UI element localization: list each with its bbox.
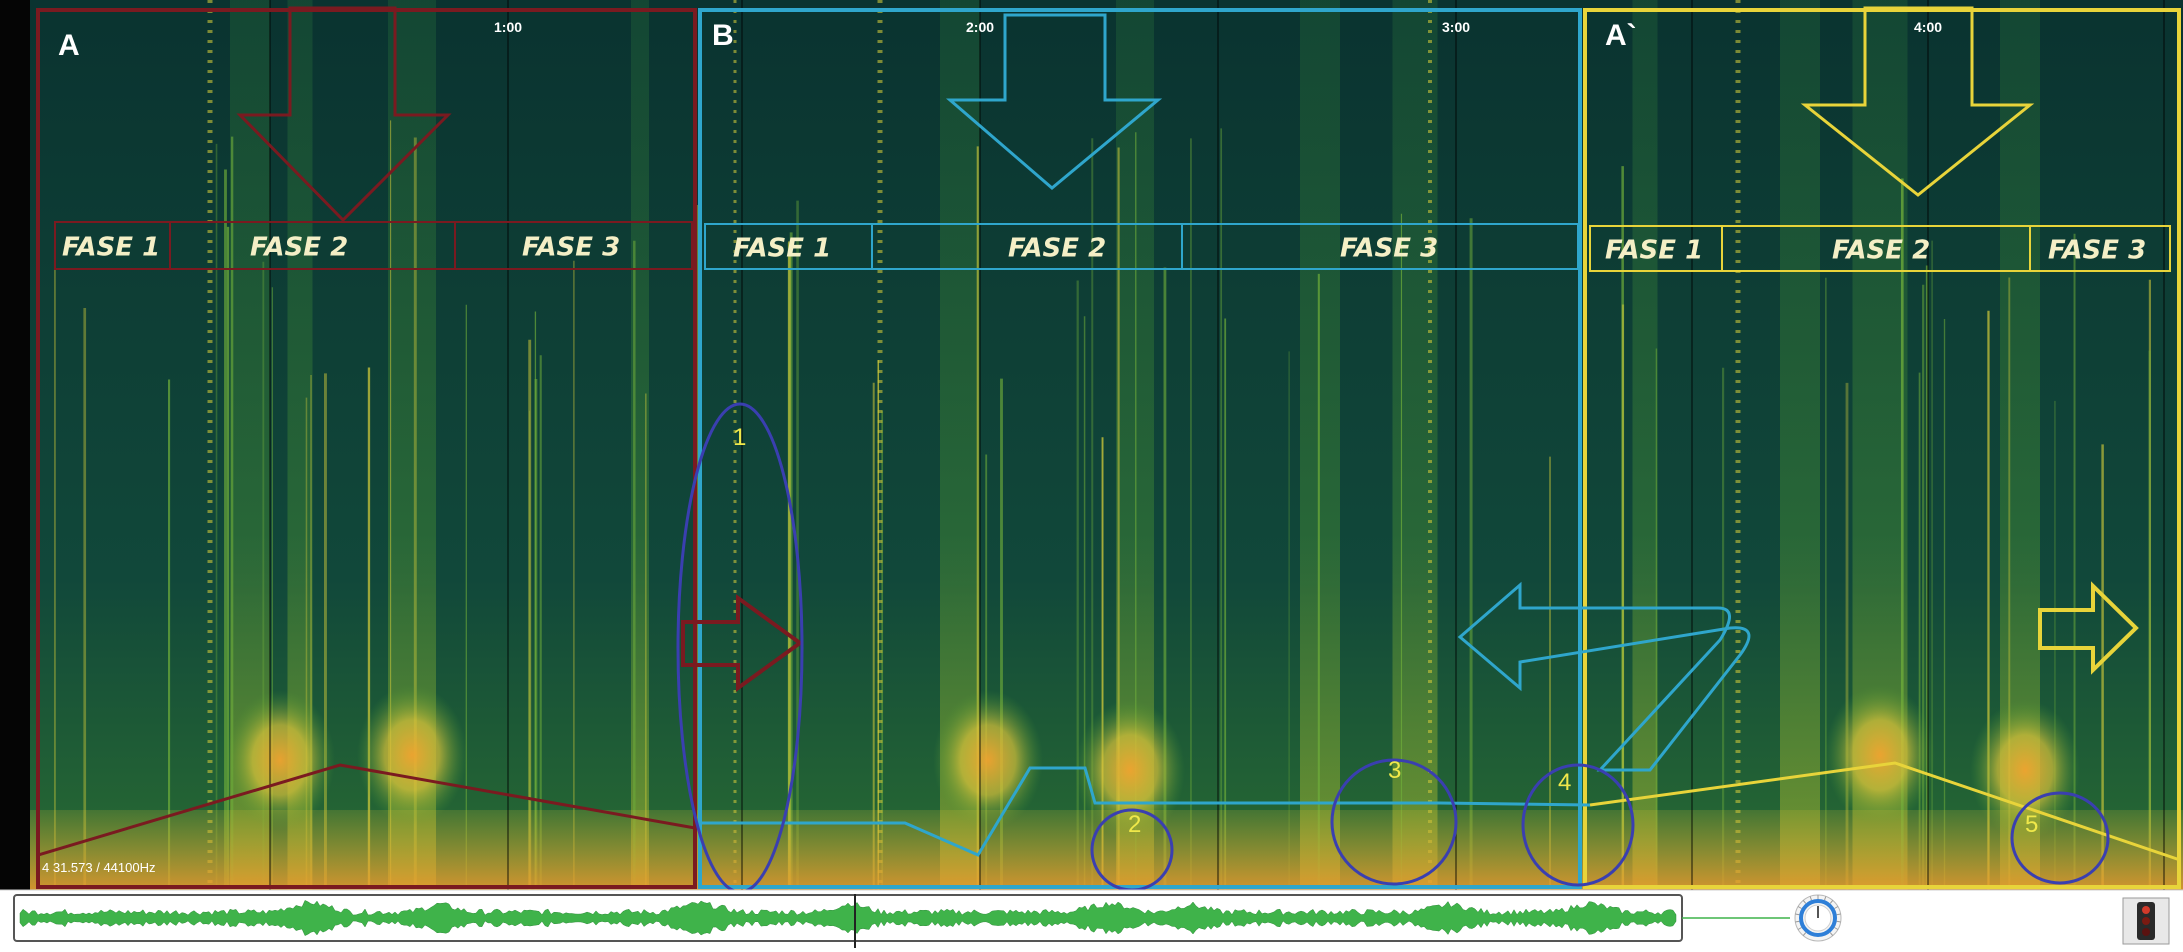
knob-tick — [1834, 906, 1839, 909]
energy-hotspot — [225, 690, 335, 830]
spectrogram-streak — [1300, 0, 1340, 890]
phase-label: FASE 3 — [1340, 234, 1438, 264]
phase-cell — [1181, 223, 1579, 270]
energy-hotspots — [225, 685, 2080, 840]
section-frame — [36, 8, 697, 889]
phase-label: FASE 3 — [2048, 236, 2146, 266]
section-a2-down-arrow — [1800, 6, 2035, 197]
phase-cell — [454, 221, 693, 270]
section-a-right-arrow — [681, 594, 804, 692]
annotation-number-4: 4 — [1558, 769, 1571, 796]
spectrogram-streak — [1632, 0, 1658, 890]
timeline-marker: 3:00 — [1442, 19, 1470, 35]
phase-bars: FASE 1 FASE 2 FASE 3 FASE 1 FASE 2 FASE 3 FASE… — [54, 221, 2171, 272]
traffic-light-menu-icon[interactable] — [2122, 897, 2170, 945]
harmonic-stack — [207, 0, 1925, 890]
section-a-down-arrow — [236, 6, 452, 223]
section-a2-contour — [1589, 761, 2181, 862]
annotation-number-1: 1 — [733, 424, 746, 451]
knob-tick — [1802, 900, 1807, 904]
knob-tick — [1834, 927, 1839, 930]
left-gutter — [0, 0, 30, 890]
section-a2-right-arrow — [2038, 581, 2139, 675]
phase-label: FASE 3 — [522, 233, 620, 263]
spectrogram-streak — [1780, 0, 1820, 890]
timeline-marker: 1:00 — [494, 19, 522, 35]
knob-tick — [1795, 920, 1800, 923]
phase-label: FASE 2 — [1008, 234, 1106, 264]
phase-label: FASE 2 — [1832, 236, 1930, 266]
timeline-marker: 2:00 — [966, 19, 994, 35]
return-arrow — [1457, 581, 1751, 772]
phase-cell — [2029, 225, 2171, 272]
section-a-contour — [37, 763, 696, 857]
section-label-a: A — [58, 29, 80, 62]
section-frame — [1583, 8, 2181, 889]
knob-tick — [1809, 896, 1812, 901]
knob-tick — [1797, 927, 1802, 930]
annotation-number-5: 5 — [2025, 811, 2038, 838]
knob-tick — [1836, 920, 1841, 923]
knob-tick — [1836, 913, 1841, 916]
phase-label: FASE 1 — [62, 233, 160, 263]
timeline-markers: 1:00 2:00 3:00 4:00 — [494, 19, 1942, 35]
annotation-number-3: 3 — [1388, 757, 1401, 784]
energy-hotspot — [1970, 700, 2080, 840]
knob-tick — [1829, 932, 1834, 936]
section-label-a2: A` — [1605, 19, 1637, 52]
phase-label: FASE 1 — [1605, 236, 1703, 266]
knob-tick — [1797, 906, 1802, 909]
waveform-envelope — [19, 900, 1677, 936]
energy-hotspot — [1075, 700, 1185, 840]
annotation-number-2: 2 — [1128, 811, 1141, 838]
spectrogram-panel — [30, 0, 2183, 890]
time-gridlines — [269, 0, 2165, 890]
knob-tick — [1802, 932, 1807, 936]
knob-tick — [1824, 896, 1827, 901]
knob-tick — [1829, 900, 1834, 904]
waveform-overview[interactable] — [13, 894, 1683, 948]
section-b-contour — [700, 766, 1591, 857]
timeline-marker: 4:00 — [1914, 19, 1942, 35]
status-readout: 4 31.573 / 44100Hz — [42, 860, 155, 875]
phase-label: FASE 1 — [733, 234, 831, 264]
energy-hotspot — [933, 690, 1043, 830]
low-frequency-floor — [30, 810, 2183, 890]
section-frames — [36, 8, 2181, 889]
section-frame — [698, 8, 1582, 889]
volume-knob-icon[interactable] — [1794, 894, 1842, 942]
energy-hotspot — [357, 685, 467, 825]
knob-tick — [1795, 913, 1800, 916]
energy-hotspot — [1825, 685, 1935, 825]
section-label-b: B — [712, 19, 734, 52]
phase-label: FASE 2 — [250, 233, 348, 263]
section-b-down-arrow — [945, 13, 1163, 190]
